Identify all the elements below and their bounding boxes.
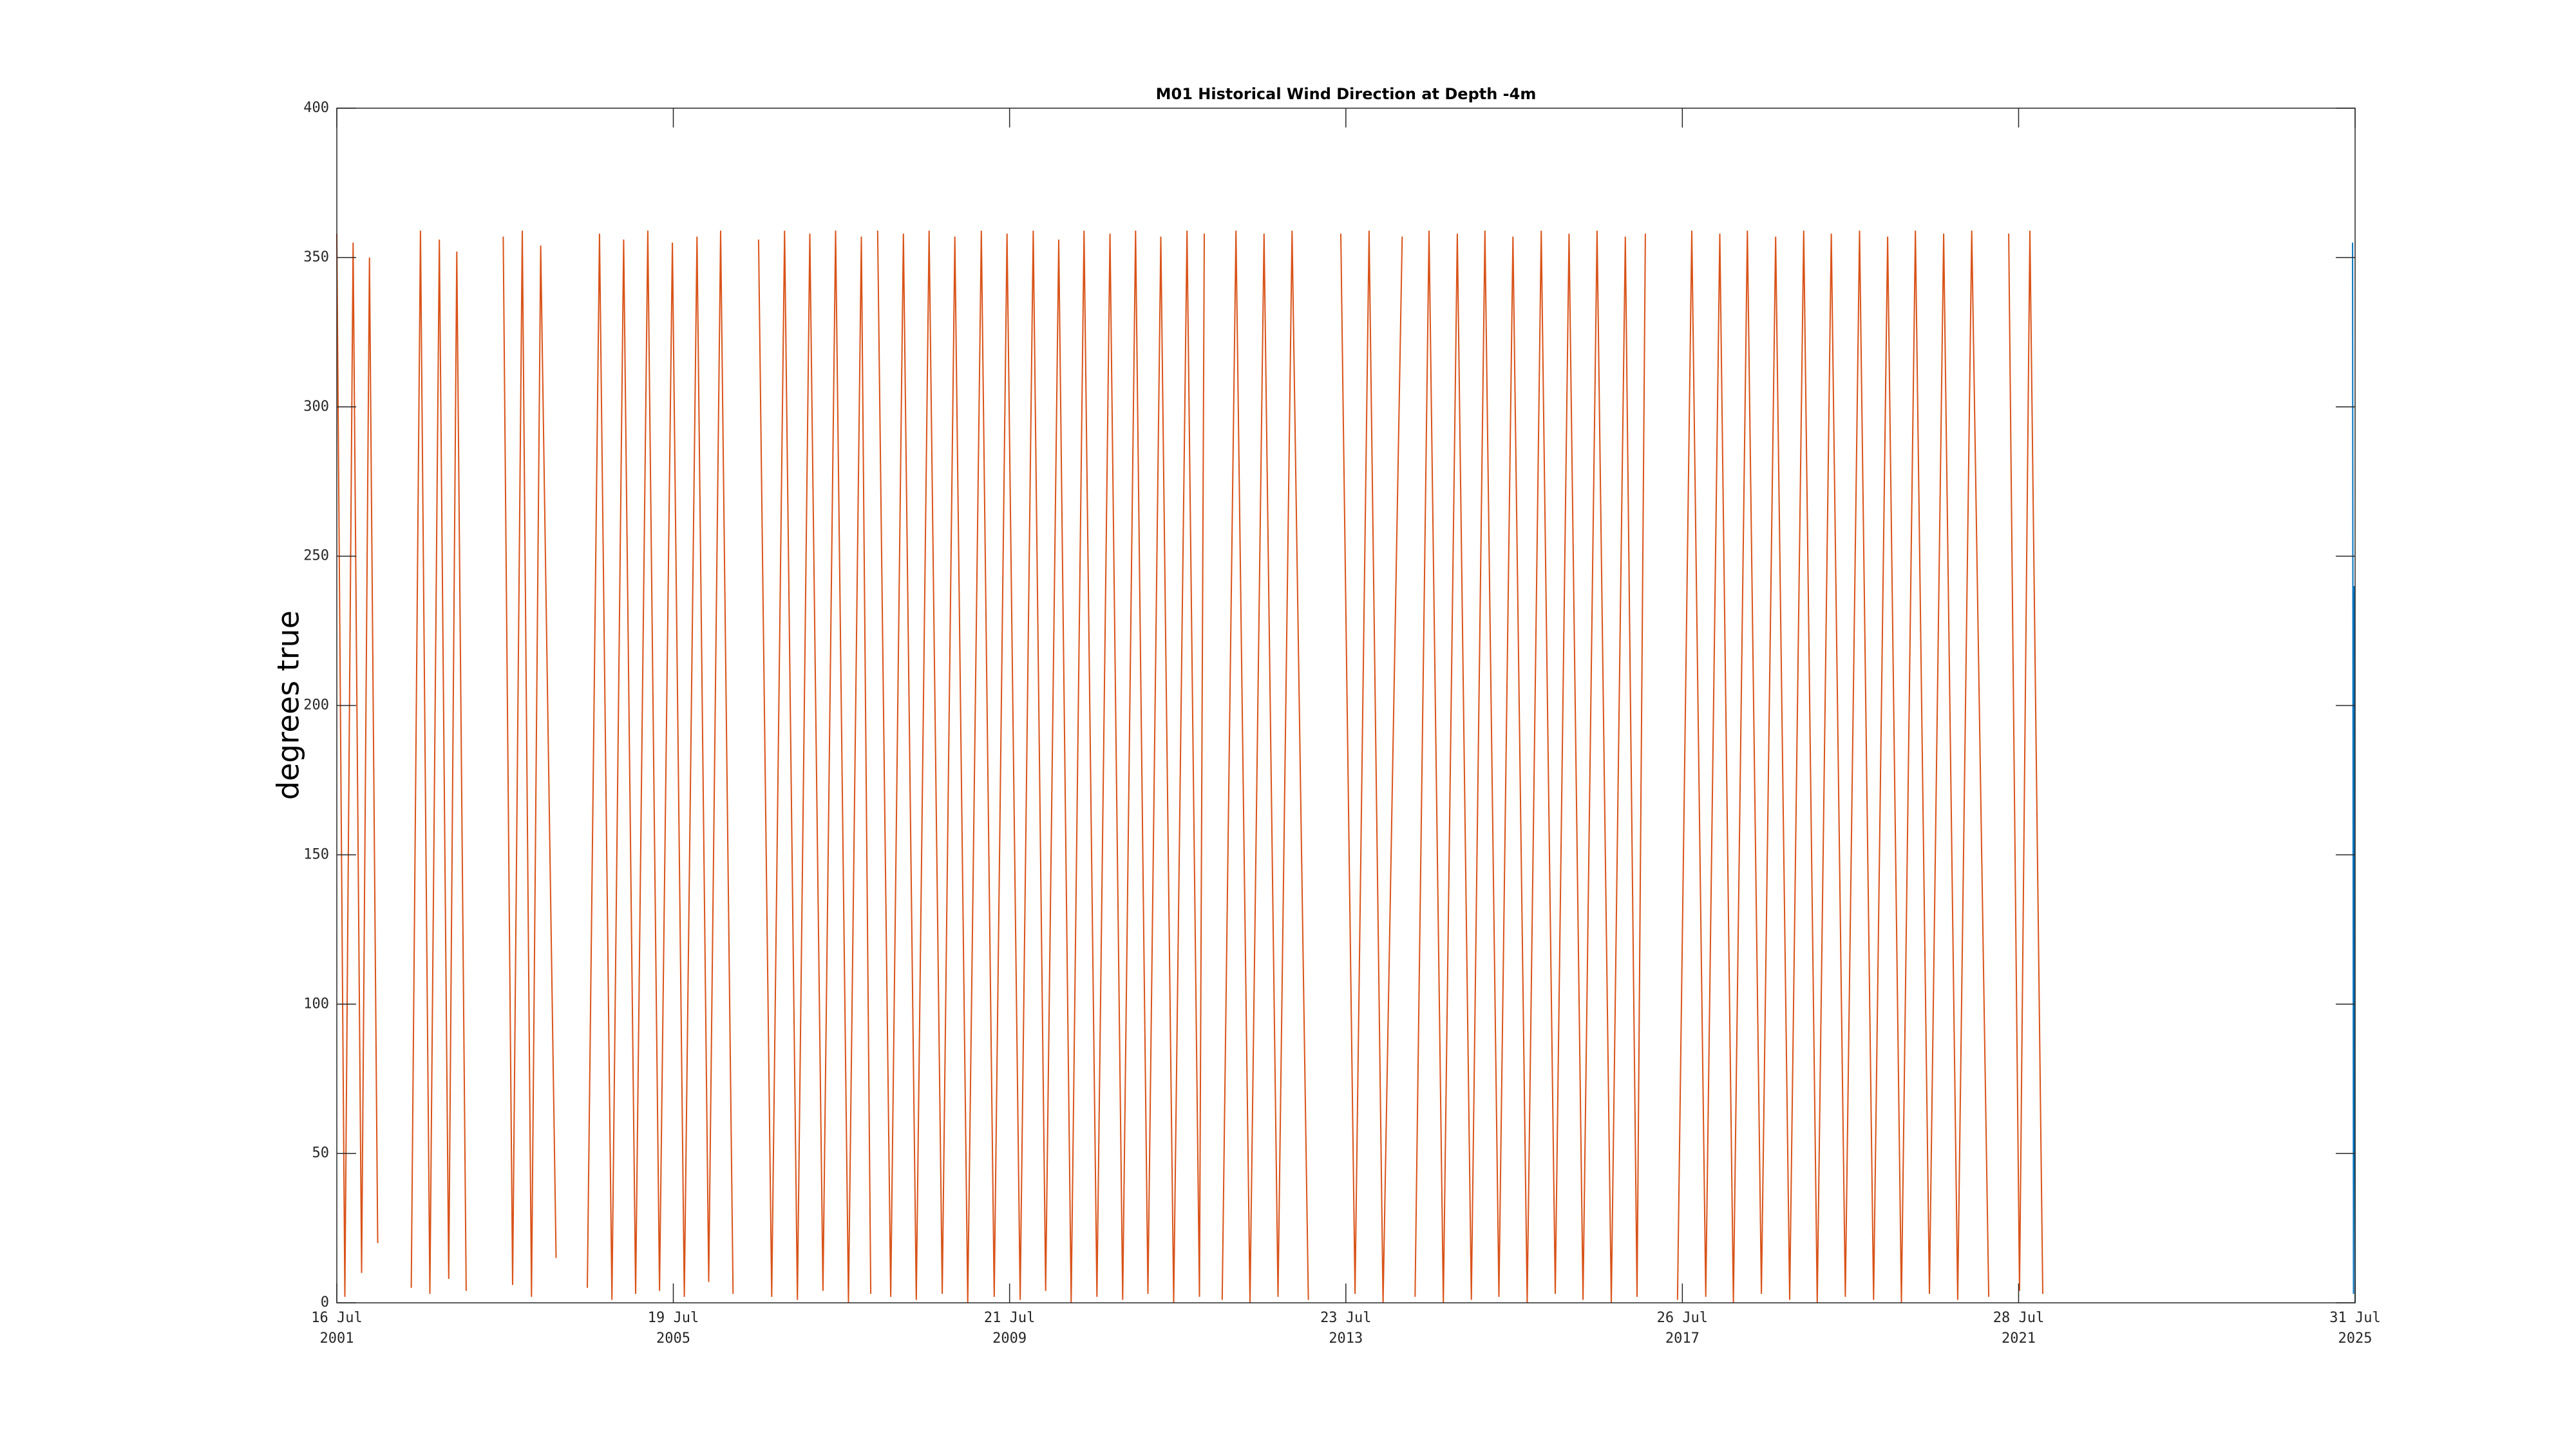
y-axis-label: degrees true — [271, 611, 306, 800]
y-tick-label: 0 — [321, 1294, 329, 1311]
y-tick-label: 200 — [303, 697, 329, 714]
x-tick-label: 28 Jul 2021 — [1993, 1310, 2045, 1347]
x-tick-label: 21 Jul 2009 — [983, 1310, 1036, 1347]
x-tick-label: 16 Jul 2001 — [311, 1310, 363, 1347]
y-tick-label: 300 — [303, 399, 329, 415]
y-tick-label: 150 — [303, 846, 329, 862]
y-tick-label: 250 — [303, 548, 329, 564]
x-tick-label: 31 Jul 2025 — [2329, 1310, 2381, 1347]
axes-box — [336, 108, 2356, 1303]
x-tick-label: 26 Jul 2017 — [1656, 1310, 1709, 1347]
data-line — [336, 231, 2043, 1303]
y-tick-label: 350 — [303, 249, 329, 265]
x-tick-label: 23 Jul 2013 — [1320, 1310, 1372, 1347]
y-tick-label: 400 — [303, 100, 329, 116]
chart-title: M01 Historical Wind Direction at Depth -… — [1156, 85, 1537, 103]
y-tick-label: 100 — [303, 996, 329, 1012]
y-tick-label: 50 — [312, 1145, 330, 1161]
x-tick-label: 19 Jul 2005 — [647, 1310, 699, 1347]
